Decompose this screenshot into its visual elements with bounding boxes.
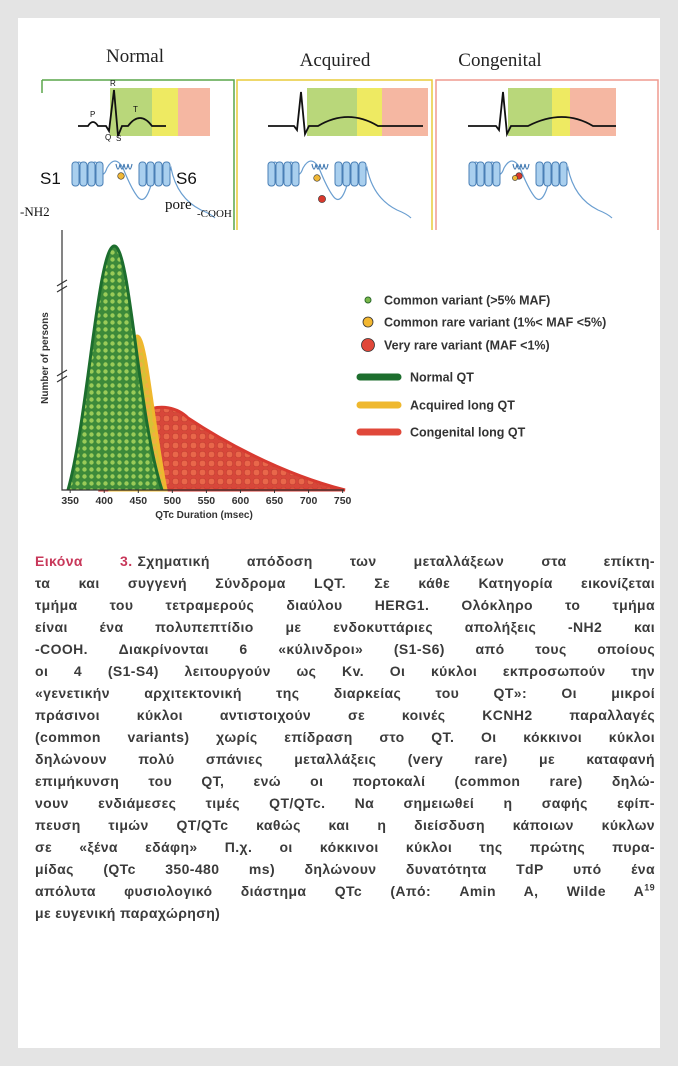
x-tick-label: 650 bbox=[266, 495, 284, 507]
caption-label: Εικόνα 3. bbox=[35, 553, 133, 569]
caption-line-wrap: με ευγενική παραχώρηση) bbox=[35, 905, 220, 921]
caption-text: οι 4 (S1-S4) λειτουργούν ως Kv. Οι κύκλο… bbox=[35, 663, 655, 679]
ecg-label: Q bbox=[105, 133, 111, 142]
caption-line: μίδας (QTc 350-480 ms) δηλώνουν δυνατότη… bbox=[35, 858, 655, 880]
panel-title: Normal bbox=[106, 46, 164, 67]
caption-line-wrap: είναι ένα πολυπεπτίδιο με ενδοκυττάριες … bbox=[35, 619, 655, 635]
x-tick-label: 350 bbox=[61, 495, 79, 507]
panel-title: Acquired bbox=[300, 50, 371, 71]
caption-text: δηλώνουν πολύ σπάνιες μεταλλάξεις (very … bbox=[35, 751, 655, 767]
caption-text: επιμήκυνση του QT, ενώ οι πορτοκαλί (com… bbox=[35, 773, 655, 789]
caption: Εικόνα 3. Σχηματική απόδοση των μεταλλάξε… bbox=[35, 550, 655, 924]
legend-label: Congenital long QT bbox=[410, 425, 526, 439]
ecg-label: T bbox=[133, 105, 138, 114]
caption-text: μίδας (QTc 350-480 ms) δηλώνουν δυνατότη… bbox=[35, 861, 655, 877]
page: Normal Acquired Congenital P R Q S T S1 bbox=[0, 0, 678, 1066]
x-tick-label: 600 bbox=[232, 495, 250, 507]
caption-line: Εικόνα 3. Σχηματική απόδοση των μεταλλάξε… bbox=[35, 550, 655, 572]
caption-text: «γενετικήν αρχιτεκτονική της διαρκείας τ… bbox=[35, 685, 655, 701]
caption-text: νουν ενδιάμεσες τιμές QT/QTc. Να σημειωθ… bbox=[35, 795, 655, 811]
caption-line-wrap: -COOH. Διακρίνονται 6 «κύλινδροι» (S1-S6… bbox=[35, 641, 655, 657]
caption-line: νουν ενδιάμεσες τιμές QT/QTc. Να σημειωθ… bbox=[35, 792, 655, 814]
x-tick-label: 750 bbox=[334, 495, 352, 507]
caption-line: σε «ξένα εδάφη» Π.χ. οι κόκκινοι κύκλοι … bbox=[35, 836, 655, 858]
ecg-label: S bbox=[116, 134, 121, 143]
caption-line-wrap: πράσινοι κύκλοι αντιστοιχούν σε κοινές K… bbox=[35, 707, 655, 723]
caption-text: με ευγενική παραχώρηση) bbox=[35, 905, 220, 921]
caption-text: απόλυτα φυσιολογικό διάστημα QTc (Από: A… bbox=[35, 883, 644, 899]
caption-text: τα και συγγενή Σύνδρομα LQT. Σε κάθε Κατ… bbox=[35, 575, 655, 591]
caption-line: (common variants) χωρίς επίδραση στο QT.… bbox=[35, 726, 655, 748]
caption-line: οι 4 (S1-S4) λειτουργούν ως Kv. Οι κύκλο… bbox=[35, 660, 655, 682]
channel-label: -NH2 bbox=[20, 204, 50, 219]
caption-line: πευση τιμών QT/QTc καθώς και η διείσδυση… bbox=[35, 814, 655, 836]
legend-label: Common variant (>5% MAF) bbox=[384, 293, 550, 307]
x-tick-label: 500 bbox=[164, 495, 182, 507]
y-axis-label: Number of persons bbox=[40, 312, 51, 404]
caption-line-wrap: σε «ξένα εδάφη» Π.χ. οι κόκκινοι κύκλοι … bbox=[35, 839, 655, 855]
caption-line-wrap: οι 4 (S1-S4) λειτουργούν ως Kv. Οι κύκλο… bbox=[35, 663, 655, 679]
channel-label: S1 bbox=[40, 169, 61, 188]
caption-line: «γενετικήν αρχιτεκτονική της διαρκείας τ… bbox=[35, 682, 655, 704]
caption-line-wrap: επιμήκυνση του QT, ενώ οι πορτοκαλί (com… bbox=[35, 773, 655, 789]
figure: Normal Acquired Congenital P R Q S T S1 bbox=[18, 18, 660, 528]
sheet: Normal Acquired Congenital P R Q S T S1 bbox=[18, 18, 660, 1048]
caption-line-wrap: (common variants) χωρίς επίδραση στο QT.… bbox=[35, 729, 655, 745]
caption-line: δηλώνουν πολύ σπάνιες μεταλλάξεις (very … bbox=[35, 748, 655, 770]
panel-title: Congenital bbox=[458, 50, 541, 71]
channel-label: S6 bbox=[176, 169, 197, 188]
x-tick-label: 450 bbox=[130, 495, 148, 507]
legend-label: Normal QT bbox=[410, 370, 474, 384]
x-axis-label: QTc Duration (msec) bbox=[155, 510, 253, 521]
caption-line: τα και συγγενή Σύνδρομα LQT. Σε κάθε Κατ… bbox=[35, 572, 655, 594]
caption-line-wrap: τα και συγγενή Σύνδρομα LQT. Σε κάθε Κατ… bbox=[35, 575, 655, 591]
qt-bands bbox=[110, 88, 616, 136]
ecg-label: R bbox=[110, 79, 116, 88]
caption-text: πευση τιμών QT/QTc καθώς και η διείσδυση… bbox=[35, 817, 655, 833]
caption-line-wrap: Εικόνα 3. Σχηματική απόδοση των μεταλλάξε… bbox=[35, 553, 655, 569]
caption-text: (common variants) χωρίς επίδραση στο QT.… bbox=[35, 729, 655, 745]
caption-line-wrap: πευση τιμών QT/QTc καθώς και η διείσδυση… bbox=[35, 817, 655, 833]
legend: Common variant (>5% MAF) Common rare var… bbox=[360, 293, 606, 439]
caption-line: απόλυτα φυσιολογικό διάστημα QTc (Από: A… bbox=[35, 880, 655, 902]
channel-label: -COOH bbox=[197, 208, 232, 220]
caption-text: -COOH. Διακρίνονται 6 «κύλινδροι» (S1-S6… bbox=[35, 641, 655, 657]
legend-label: Acquired long QT bbox=[410, 398, 515, 412]
reference-superscript: 19 bbox=[644, 882, 655, 892]
caption-line: με ευγενική παραχώρηση) bbox=[35, 902, 655, 924]
caption-line: τμήμα του τετραμερούς διαύλου HERG1. Ολό… bbox=[35, 594, 655, 616]
ecg-label: P bbox=[90, 110, 95, 119]
caption-line-wrap: νουν ενδιάμεσες τιμές QT/QTc. Να σημειωθ… bbox=[35, 795, 655, 811]
caption-line-wrap: δηλώνουν πολύ σπάνιες μεταλλάξεις (very … bbox=[35, 751, 655, 767]
caption-line: -COOH. Διακρίνονται 6 «κύλινδροι» (S1-S6… bbox=[35, 638, 655, 660]
caption-line: είναι ένα πολυπεπτίδιο με ενδοκυττάριες … bbox=[35, 616, 655, 638]
caption-text: Σχηματική απόδοση των μεταλλάξεων στα επ… bbox=[138, 553, 656, 569]
caption-line-wrap: τμήμα του τετραμερούς διαύλου HERG1. Ολό… bbox=[35, 597, 655, 613]
distributions bbox=[68, 246, 345, 490]
caption-text: σε «ξένα εδάφη» Π.χ. οι κόκκινοι κύκλοι … bbox=[35, 839, 655, 855]
channel bbox=[469, 161, 612, 218]
caption-line-wrap: «γενετικήν αρχιτεκτονική της διαρκείας τ… bbox=[35, 685, 655, 701]
caption-line-wrap: απόλυτα φυσιολογικό διάστημα QTc (Από: A… bbox=[35, 883, 655, 899]
channel bbox=[268, 161, 411, 218]
caption-line-wrap: μίδας (QTc 350-480 ms) δηλώνουν δυνατότη… bbox=[35, 861, 655, 877]
legend-label: Very rare variant (MAF <1%) bbox=[384, 338, 550, 352]
x-tick-label: 700 bbox=[300, 495, 318, 507]
caption-text: τμήμα του τετραμερούς διαύλου HERG1. Ολό… bbox=[35, 597, 655, 613]
caption-line: επιμήκυνση του QT, ενώ οι πορτοκαλί (com… bbox=[35, 770, 655, 792]
caption-line: πράσινοι κύκλοι αντιστοιχούν σε κοινές K… bbox=[35, 704, 655, 726]
channel-label: pore bbox=[165, 197, 192, 213]
caption-text: είναι ένα πολυπεπτίδιο με ενδοκυττάριες … bbox=[35, 619, 655, 635]
x-tick-label: 550 bbox=[198, 495, 216, 507]
legend-label: Common rare variant (1%< MAF <5%) bbox=[384, 315, 606, 329]
x-tick-label: 400 bbox=[95, 495, 113, 507]
caption-text: πράσινοι κύκλοι αντιστοιχούν σε κοινές K… bbox=[35, 707, 655, 723]
